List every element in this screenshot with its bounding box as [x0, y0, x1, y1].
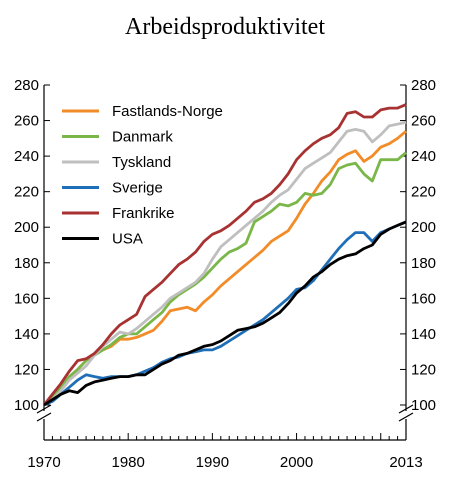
x-tick-label: 1990: [196, 454, 229, 471]
y-tick-label-left: 100: [14, 397, 39, 414]
axis-break-mark: [398, 404, 414, 414]
series-line-usa: [43, 220, 407, 407]
y-tick-label-right: 220: [411, 184, 436, 201]
x-tick-label: 1970: [27, 454, 60, 471]
series-line-frankrike: [42, 103, 407, 406]
chart-title: Arbeidsproduktivitet: [125, 14, 325, 40]
y-tick-label-left: 200: [14, 219, 39, 236]
series-line-tyskland: [43, 120, 407, 407]
y-tick-label-right: 200: [411, 219, 436, 236]
legend-label-usa: USA: [112, 231, 143, 248]
y-tick-label-right: 180: [411, 255, 436, 272]
axis-break-mark: [36, 412, 52, 422]
axis-break-mark: [36, 404, 52, 414]
y-tick-label-right: 280: [411, 77, 436, 94]
y-tick-label-left: 260: [14, 113, 39, 130]
y-tick-label-right: 120: [411, 361, 436, 378]
series-line-sverige: [43, 220, 407, 407]
axis-break-mark: [398, 412, 414, 422]
y-tick-label-left: 220: [14, 184, 39, 201]
x-tick-label: 2013: [389, 454, 422, 471]
y-tick-label-right: 140: [411, 326, 436, 343]
y-tick-label-left: 280: [14, 77, 39, 94]
y-tick-label-left: 140: [14, 326, 39, 343]
series-line-fastlands-norge: [42, 130, 407, 406]
legend-label-sverige: Sverige: [112, 180, 163, 197]
y-tick-label-right: 240: [411, 148, 436, 165]
legend-label-frankrike: Frankrike: [112, 205, 175, 222]
legend-label-danmark: Danmark: [112, 129, 173, 146]
series-lines: [42, 103, 407, 407]
y-tick-label-left: 120: [14, 361, 39, 378]
legend-label-fastlands-norge: Fastlands-Norge: [112, 103, 223, 120]
series-line-danmark: [43, 151, 407, 407]
y-tick-label-left: 240: [14, 148, 39, 165]
legend-label-tyskland: Tyskland: [112, 154, 171, 171]
y-tick-label-right: 100: [411, 397, 436, 414]
y-tick-label-right: 260: [411, 113, 436, 130]
y-tick-label-left: 180: [14, 255, 39, 272]
y-tick-label-left: 160: [14, 290, 39, 307]
y-tick-label-right: 160: [411, 290, 436, 307]
legend: Fastlands-Norge Danmark Tyskland Sverige Fra…: [62, 103, 223, 248]
x-tick-label: 1980: [111, 454, 144, 471]
x-tick-label: 2000: [280, 454, 313, 471]
axes: 100 100 120 120 140 140 160 160 180 180 200 200 220 2…: [14, 77, 436, 471]
